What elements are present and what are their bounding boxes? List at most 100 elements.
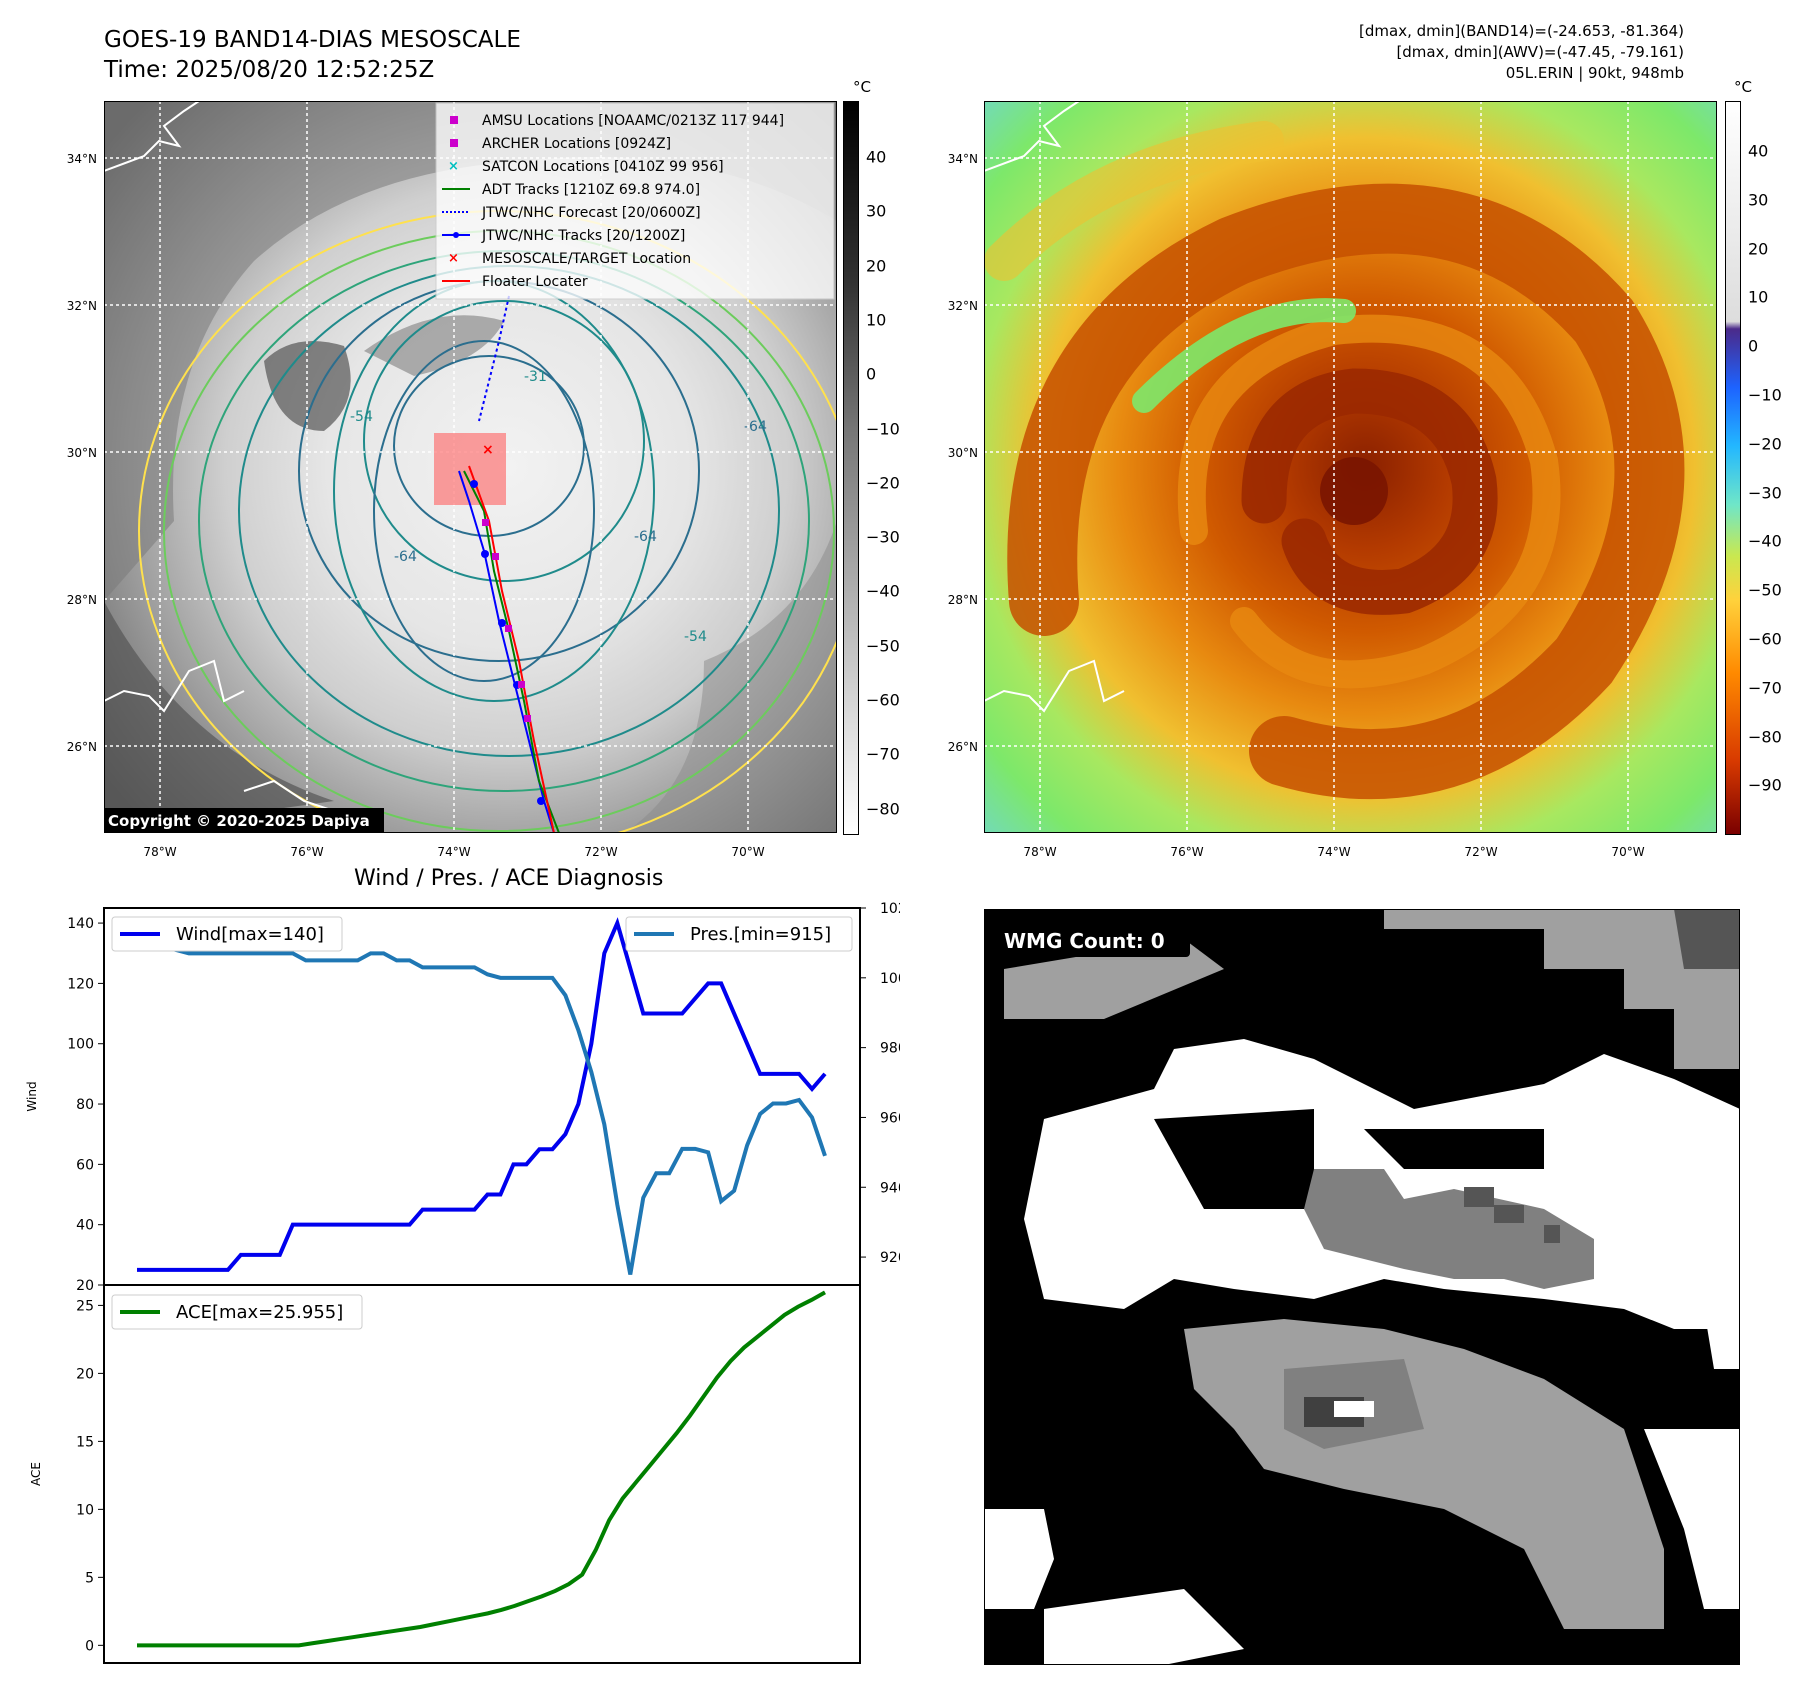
wind-line [137, 917, 827, 1272]
colorbar-tick: −20 [1748, 434, 1782, 454]
lat-label: 34°N [66, 152, 97, 166]
svg-text:×: × [448, 251, 459, 266]
ace-frame [103, 1284, 861, 1664]
colorbar-tick: −70 [1748, 678, 1782, 698]
legend-adt: ADT Tracks [1210Z 69.8 974.0] [482, 182, 700, 198]
ir-map: -31 -54 -64 -54 -64 -64 × × × AMSU Locat… [104, 101, 837, 833]
contour-label: -54 [350, 409, 373, 425]
y2tick-label: 980 [880, 1041, 900, 1057]
legend-forecast: JTWC/NHC Forecast [20/0600Z] [481, 205, 701, 221]
lat-label: 28°N [66, 593, 97, 607]
ace-legend-label: ACE[max=25.955] [176, 1302, 343, 1323]
colorbar-tick: −40 [866, 581, 900, 601]
contour-label: -64 [634, 529, 657, 545]
legend-target: MESOSCALE/TARGET Location [482, 251, 691, 267]
colorbar-tick: 20 [866, 256, 887, 276]
colorbar-tick: 20 [1748, 239, 1769, 259]
contour-label: -31 [524, 369, 547, 385]
stats-band14: [dmax, dmin](BAND14)=(-24.653, -81.364) [1359, 22, 1684, 40]
ytick-label: 60 [76, 1157, 94, 1173]
wind-legend-box [111, 916, 343, 952]
legend-tracks: JTWC/NHC Tracks [20/1200Z] [481, 228, 685, 244]
colorbar-tick: −50 [1748, 580, 1782, 600]
wind-pres-frame [103, 907, 861, 1286]
ytick-label: 80 [76, 1097, 94, 1113]
colorbar-tick: 0 [866, 364, 877, 384]
lat-label: 26°N [66, 740, 97, 754]
ace-ytick-label: 25 [76, 1298, 94, 1314]
lat-label: 30°N [947, 446, 978, 460]
wind-legend-label: Wind[max=140] [176, 924, 324, 945]
figure-title: GOES-19 BAND14-DIAS MESOSCALE [104, 27, 521, 53]
ace-ytick-label: 10 [76, 1502, 94, 1518]
ir-colorbar-unit: °C [853, 78, 871, 96]
ace-legend-box [111, 1294, 363, 1330]
colorbar-tick: 40 [1748, 141, 1769, 161]
lon-label: 76°W [1170, 845, 1204, 859]
svg-text:×: × [448, 159, 459, 174]
y2tick-label: 940 [880, 1180, 900, 1196]
lat-label: 34°N [947, 152, 978, 166]
pres-legend-box [625, 916, 853, 952]
ytick-label: 20 [76, 1278, 94, 1294]
colorbar-tick: 10 [866, 310, 887, 330]
awv-colorbar-unit: °C [1734, 78, 1752, 96]
colorbar-tick: 30 [1748, 190, 1769, 210]
ylabel-wind: Wind [25, 1081, 39, 1111]
ace-ytick-label: 20 [76, 1366, 94, 1382]
diagnosis-chart: 2040608010012014092094096098010001020Win… [25, 901, 900, 1664]
colorbar-tick: 40 [866, 147, 887, 167]
y2tick-label: 920 [880, 1250, 900, 1266]
y2tick-label: 960 [880, 1110, 900, 1126]
ir-colorbar [843, 101, 859, 835]
wmg-map: WMG Count: 0 [984, 909, 1740, 1665]
lon-label: 74°W [1317, 845, 1351, 859]
lat-label: 32°N [66, 299, 97, 313]
ytick-label: 120 [67, 976, 94, 992]
ytick-label: 40 [76, 1218, 94, 1234]
lat-label: 26°N [947, 740, 978, 754]
colorbar-tick: −20 [866, 473, 900, 493]
colorbar-tick: −40 [1748, 531, 1782, 551]
ace-line [137, 1290, 826, 1648]
colorbar-tick: −50 [866, 636, 900, 656]
ace-ytick-label: 15 [76, 1434, 94, 1450]
legend-archer: ARCHER Locations [0924Z] [482, 136, 671, 152]
lon-label: 78°W [1023, 845, 1057, 859]
colorbar-tick: −10 [866, 419, 900, 438]
legend-amsu: AMSU Locations [NOAAMC/0213Z 117 944] [482, 113, 784, 129]
lon-label: 70°W [1611, 845, 1645, 859]
svg-text:×: × [482, 442, 494, 458]
contour-label: -64 [394, 549, 417, 565]
colorbar-tick: −70 [866, 744, 900, 764]
stats-storm: 05L.ERIN | 90kt, 948mb [1505, 64, 1684, 82]
pres-legend-label: Pres.[min=915] [690, 924, 831, 945]
lon-label: 78°W [143, 845, 177, 859]
copyright-label: Copyright © 2020-2025 Dapiya [108, 812, 370, 830]
lon-label: 76°W [290, 845, 324, 859]
colorbar-tick: −30 [866, 527, 900, 547]
colorbar-tick: −60 [1748, 629, 1782, 649]
ytick-label: 100 [67, 1037, 94, 1053]
contour-label: -64 [744, 419, 767, 435]
awv-colorbar [1725, 101, 1741, 835]
lon-label: 72°W [584, 845, 618, 859]
colorbar-tick: −10 [1748, 385, 1782, 405]
awv-map [984, 101, 1717, 833]
colorbar-tick: 30 [866, 201, 887, 221]
colorbar-tick: −60 [866, 690, 900, 710]
contour-label: -54 [684, 629, 707, 645]
colorbar-tick: 10 [1748, 287, 1769, 307]
ace-ytick-label: 0 [85, 1638, 94, 1654]
pressure-line [137, 923, 827, 1275]
ylabel-ace: ACE [29, 1462, 43, 1486]
ace-ytick-label: 5 [85, 1570, 94, 1586]
lat-label: 32°N [947, 299, 978, 313]
wmg-count-label: WMG Count: 0 [1004, 929, 1165, 953]
lon-label: 72°W [1464, 845, 1498, 859]
diagnosis-title: Wind / Pres. / ACE Diagnosis [354, 866, 664, 891]
lon-label: 70°W [731, 845, 765, 859]
figure-time: Time: 2025/08/20 12:52:25Z [104, 57, 435, 83]
lat-label: 30°N [66, 446, 97, 460]
colorbar-tick: −80 [866, 799, 900, 819]
